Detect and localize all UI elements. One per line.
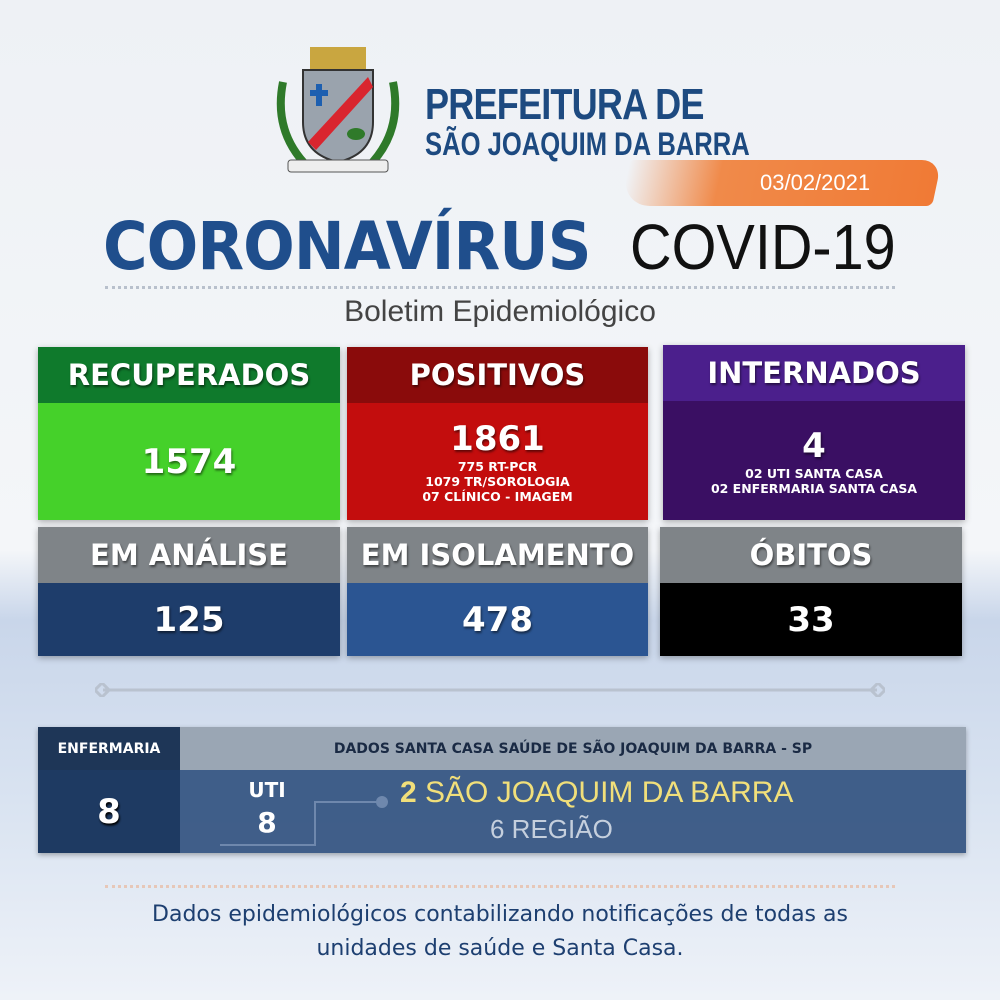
card--bitos: ÓBITOS 33 — [660, 527, 962, 656]
local-label: SÃO JOAQUIM DA BARRA — [425, 776, 794, 809]
enfermaria-value: 8 — [38, 770, 180, 853]
card-em-isolamento: EM ISOLAMENTO 478 — [347, 527, 648, 656]
card-value: 1861 — [450, 419, 545, 459]
region-label: 6 REGIÃO — [490, 814, 613, 844]
local-count: 2 — [400, 776, 417, 809]
card-label: RECUPERADOS — [38, 347, 340, 403]
covid-title: COVID-19 — [630, 211, 896, 283]
card-positivos: POSITIVOS 1861 775 RT-PCR 1079 TR/SOROLOGI… — [347, 347, 648, 520]
footer-note: Dados epidemiológicos contabilizando not… — [0, 898, 1000, 966]
card-value: 1574 — [141, 441, 237, 482]
sao-joaquim-uti: 2 SÃO JOAQUIM DA BARRA — [400, 776, 793, 810]
card-recuperados: RECUPERADOS 1574 — [38, 347, 340, 520]
card-label: INTERNADOS — [663, 345, 965, 401]
card-detail: 775 RT-PCR — [457, 459, 538, 474]
bulletin-date: 03/02/2021 — [760, 170, 871, 195]
card-label: POSITIVOS — [347, 347, 648, 403]
footer-line-2: unidades de saúde e Santa Casa. — [316, 936, 684, 961]
connector-line — [220, 796, 388, 846]
card-detail: 02 UTI SANTA CASA — [745, 465, 883, 481]
city-name: SÃO JOAQUIM DA BARRA — [425, 126, 750, 162]
uti-value: 8 — [257, 806, 277, 839]
card-label: EM ANÁLISE — [38, 527, 340, 583]
card-label: ÓBITOS — [660, 527, 962, 583]
card-value: 125 — [153, 599, 225, 640]
santa-casa-header: DADOS SANTA CASA SAÚDE DE SÃO JOAQUIM DA… — [180, 727, 966, 770]
card-internados: INTERNADOS 4 02 UTI SANTA CASA 02 ENFERMAR… — [663, 345, 965, 520]
footer-line-1: Dados epidemiológicos contabilizando not… — [152, 902, 848, 927]
divider — [105, 286, 895, 289]
footer-divider — [105, 885, 895, 888]
card-em-an-lise: EM ANÁLISE 125 — [38, 527, 340, 656]
santa-casa-body: UTI 8 2 SÃO JOAQUIM DA BARRA 6 REGIÃO — [180, 770, 966, 853]
santa-casa-table: ENFERMARIA DADOS SANTA CASA SAÚDE DE SÃO… — [38, 727, 966, 853]
coat-of-arms-logo — [276, 47, 400, 173]
diamond-divider — [95, 683, 885, 697]
card-value: 4 — [802, 425, 826, 466]
card-value: 478 — [462, 599, 533, 640]
enfermaria-label: ENFERMARIA — [38, 727, 180, 770]
coronavirus-title: CORONAVÍRUS — [103, 208, 591, 285]
card-value: 33 — [787, 599, 835, 640]
card-label: EM ISOLAMENTO — [347, 527, 648, 583]
card-detail: 02 ENFERMARIA SANTA CASA — [710, 480, 918, 496]
subtitle: Boletim Epidemiológico — [344, 295, 656, 328]
prefeitura-title: PREFEITURA DE — [425, 80, 704, 129]
card-detail: 07 CLÍNICO - IMAGEM — [422, 489, 573, 504]
uti-label: UTI — [248, 778, 286, 802]
card-detail: 1079 TR/SOROLOGIA — [425, 474, 570, 489]
